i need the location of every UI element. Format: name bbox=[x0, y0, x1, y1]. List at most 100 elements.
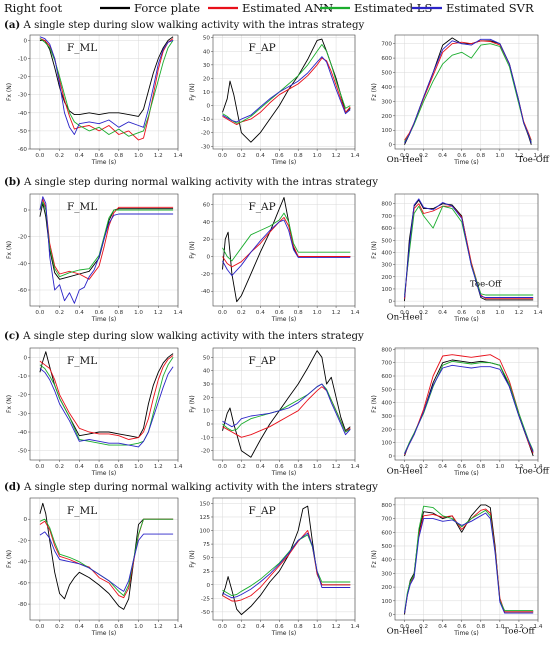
series-line-estimated-ls bbox=[39, 357, 174, 446]
y-tick-label: -20 bbox=[18, 393, 28, 399]
x-tick-label: 1.0 bbox=[313, 464, 322, 470]
row-title-d: (d) A single step during normal walking … bbox=[4, 481, 378, 493]
y-tick-label: 100 bbox=[381, 599, 392, 605]
y-tick-label: 700 bbox=[381, 42, 392, 48]
y-axis-label: Fy (N) bbox=[189, 83, 196, 101]
legend: Right foot Force plate Estimated ANN Est… bbox=[4, 1, 534, 15]
y-axis-label: Fy (N) bbox=[189, 395, 196, 413]
y-tick-label: -30 bbox=[18, 93, 28, 99]
x-tick-label: 1.4 bbox=[351, 624, 360, 630]
legend-label-svr: Estimated SVR bbox=[446, 1, 534, 15]
y-tick-label: -50 bbox=[18, 129, 28, 135]
series-line-estimated-ann bbox=[39, 355, 174, 440]
panel-c_v: 0.0 0.2 0.4 0.6 0.8 1.0 1.2 1.4 0 100 200 300 400 500… bbox=[371, 347, 550, 477]
x-tick-label: 0.0 bbox=[218, 464, 227, 470]
y-tick-label: 0 bbox=[23, 517, 27, 523]
x-tick-label: 0.6 bbox=[457, 624, 466, 630]
y-tick-label: 50 bbox=[203, 556, 211, 562]
y-tick-label: 600 bbox=[381, 530, 392, 536]
y-tick-label: 700 bbox=[381, 214, 392, 220]
x-tick-label: 1.0 bbox=[313, 153, 322, 159]
x-tick-label: 0.0 bbox=[400, 624, 409, 630]
y-tick-label: 40 bbox=[203, 49, 211, 55]
y-axis-label: Fz (N) bbox=[371, 83, 378, 101]
y-tick-label: -20 bbox=[18, 538, 28, 544]
x-tick-label: 0.0 bbox=[35, 464, 44, 470]
panel-a_v: 0.0 0.2 0.4 0.6 0.8 1.0 1.2 1.4 0 100 200 300 400 500… bbox=[371, 34, 550, 166]
y-tick-label: -20 bbox=[18, 75, 28, 81]
x-tick-label: 1.4 bbox=[351, 153, 360, 159]
x-tick-label: 0.4 bbox=[256, 310, 265, 316]
series-group bbox=[39, 36, 174, 141]
y-tick-label: 125 bbox=[199, 515, 210, 521]
y-tick-label: 0 bbox=[206, 422, 210, 428]
x-tick-label: 0.6 bbox=[275, 153, 284, 159]
row-title-b: (b) A single step during normal walking … bbox=[4, 176, 378, 188]
y-tick-label: -40 bbox=[201, 289, 211, 295]
y-tick-label: 20 bbox=[203, 237, 211, 243]
y-tick-label: 300 bbox=[381, 571, 392, 577]
annotation-label: On-Heel bbox=[387, 155, 423, 165]
x-tick-label: 1.4 bbox=[534, 310, 543, 316]
plot-frame bbox=[394, 34, 539, 150]
y-tick-label: -30 bbox=[201, 144, 211, 150]
x-tick-label: 1.2 bbox=[514, 310, 523, 316]
x-tick-label: 1.0 bbox=[495, 153, 504, 159]
y-tick-label: -60 bbox=[18, 581, 28, 587]
y-tick-label: 0 bbox=[388, 299, 392, 305]
x-tick-label: 0.4 bbox=[75, 464, 84, 470]
x-tick-label: 0.8 bbox=[294, 464, 303, 470]
row-text-b: A single step during normal walking acti… bbox=[23, 177, 378, 188]
y-tick-label: 150 bbox=[199, 501, 210, 507]
series-line-estimated-ls bbox=[222, 212, 351, 262]
series-group bbox=[404, 504, 534, 615]
y-tick-label: -60 bbox=[18, 288, 28, 294]
annotation-label: Toe-Off bbox=[518, 155, 550, 165]
row-text-a: A single step during slow walking activi… bbox=[23, 20, 365, 31]
series-line-estimated-ls bbox=[222, 383, 351, 433]
series-group bbox=[39, 196, 174, 304]
x-axis-label: Time (s) bbox=[271, 316, 296, 323]
x-tick-label: 1.4 bbox=[174, 153, 183, 159]
x-tick-label: 1.4 bbox=[351, 310, 360, 316]
x-tick-label: 0.4 bbox=[256, 464, 265, 470]
panel-d_ap: 0.0 0.2 0.4 0.6 0.8 1.0 1.2 1.4 150 125 100 75 50 25 0… bbox=[189, 497, 360, 637]
y-tick-label: -20 bbox=[201, 449, 211, 455]
y-axis-label: Fy (N) bbox=[189, 550, 196, 568]
x-tick-label: 1.4 bbox=[174, 464, 183, 470]
x-tick-label: 1.0 bbox=[313, 310, 322, 316]
series-group bbox=[39, 351, 174, 448]
x-tick-label: 0.8 bbox=[476, 464, 485, 470]
y-tick-label: 800 bbox=[381, 202, 392, 208]
panel-b_v: 0.0 0.2 0.4 0.6 0.8 1.0 1.2 1.4 0 100 200 300 400 500… bbox=[371, 193, 543, 323]
y-tick-label: -20 bbox=[18, 235, 28, 241]
x-tick-label: 0.6 bbox=[457, 310, 466, 316]
y-tick-label: 20 bbox=[203, 395, 211, 401]
x-tick-label: 0.0 bbox=[400, 464, 409, 470]
x-axis-label: Time (s) bbox=[453, 470, 478, 477]
y-tick-label: 500 bbox=[381, 238, 392, 244]
panel-d_v: 0.0 0.2 0.4 0.6 0.8 1.0 1.2 1.4 0 100 200 300 400 500… bbox=[371, 497, 543, 637]
x-tick-label: 0.4 bbox=[438, 624, 447, 630]
y-axis-label: Fx (N) bbox=[6, 395, 13, 413]
y-tick-label: -40 bbox=[18, 261, 28, 267]
y-tick-label: 500 bbox=[381, 544, 392, 550]
y-tick-label: -40 bbox=[18, 560, 28, 566]
series-line-estimated-ls bbox=[39, 38, 174, 137]
y-axis-label: Fx (N) bbox=[6, 241, 13, 259]
x-tick-label: 0.2 bbox=[419, 464, 428, 470]
plot-frame bbox=[212, 193, 356, 307]
y-tick-label: 400 bbox=[381, 250, 392, 256]
y-tick-label: -50 bbox=[18, 449, 28, 455]
series-line-force-plate bbox=[39, 36, 174, 117]
series-line-estimated-svr bbox=[222, 56, 351, 123]
x-axis-label: Time (s) bbox=[91, 470, 116, 477]
y-tick-label: 600 bbox=[381, 374, 392, 380]
series-line-estimated-ls bbox=[404, 205, 534, 296]
panel-c_ml: 0.0 0.2 0.4 0.6 0.8 1.0 1.2 1.4 0 -10 -20 -30 -40 -50… bbox=[6, 347, 183, 477]
x-tick-label: 1.2 bbox=[332, 464, 341, 470]
x-tick-label: 0.4 bbox=[256, 624, 265, 630]
series-line-estimated-svr bbox=[39, 531, 174, 592]
annotation-label: On-Heel bbox=[387, 466, 423, 476]
panel-b_ap: 0.0 0.2 0.4 0.6 0.8 1.0 1.2 1.4 60 40 20 0 -20 -40 Tim… bbox=[189, 193, 360, 323]
